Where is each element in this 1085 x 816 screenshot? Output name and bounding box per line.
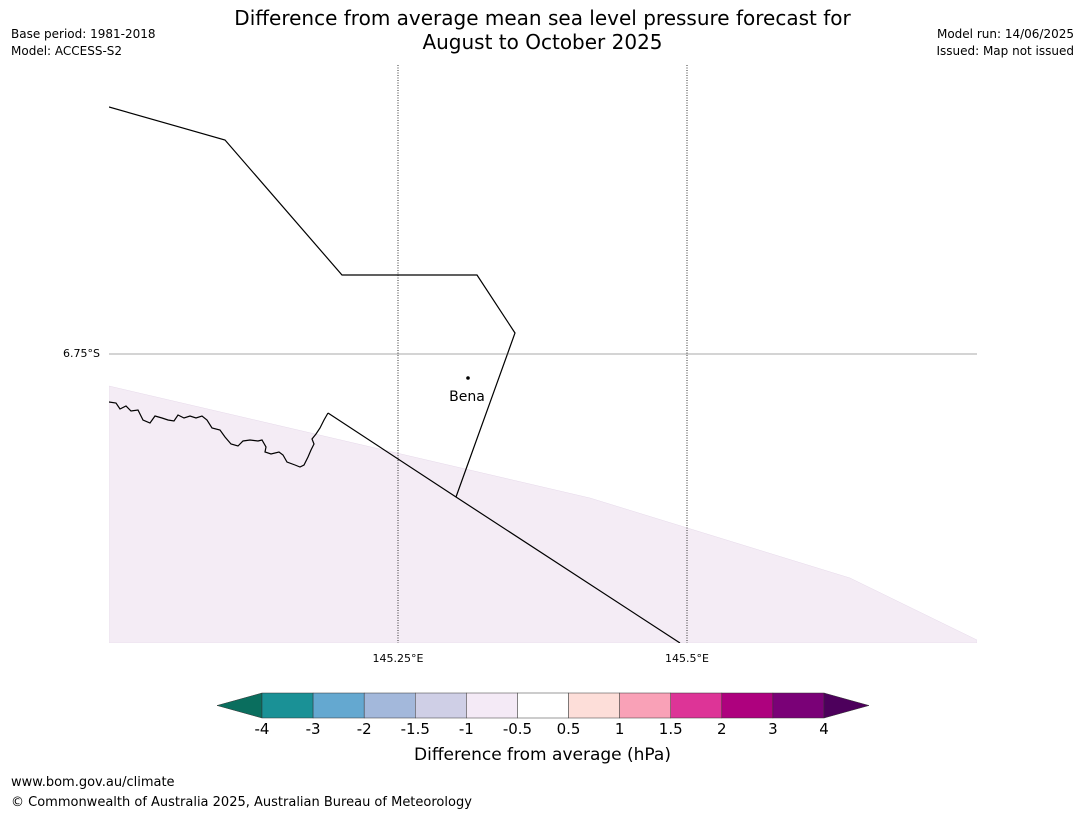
footer-copyright: © Commonwealth of Australia 2025, Austra… <box>11 795 472 810</box>
map-title-line1: Difference from average mean sea level p… <box>234 6 851 30</box>
town-label-bena: Bena <box>449 389 485 405</box>
colorbar-bin <box>670 692 723 719</box>
colorbar-tick-label: -1 <box>458 720 474 738</box>
colorbar-tick-label: 1 <box>614 720 625 738</box>
town-marker-bena <box>466 376 470 380</box>
colorbar-extend-max <box>823 692 870 719</box>
colorbar-bin <box>466 692 518 719</box>
colorbar-tick-label: -1.5 <box>400 720 430 738</box>
colorbar-tick-label: 1.5 <box>658 720 683 738</box>
colorbar <box>216 692 870 719</box>
meta-right: Model run: 14/06/2025 Issued: Map not is… <box>936 26 1074 60</box>
colorbar-bin <box>772 692 825 719</box>
colorbar-bin <box>363 692 416 719</box>
footer-url[interactable]: www.bom.gov.au/climate <box>11 775 175 790</box>
model-text: Model: ACCESS-S2 <box>11 44 123 58</box>
colorbar-tick-label: 0.5 <box>556 720 581 738</box>
pressure-anomaly-shading <box>109 385 977 643</box>
meta-left: Base period: 1981-2018 Model: ACCESS-S2 <box>11 26 156 60</box>
map-title: Difference from average mean sea level p… <box>0 6 1085 54</box>
colorbar-bin <box>619 692 671 719</box>
colorbar-title: Difference from average (hPa) <box>414 745 671 765</box>
colorbar-bin <box>415 692 467 719</box>
colorbar-bin <box>568 692 620 719</box>
colorbar-tick-label: 3 <box>768 720 778 738</box>
colorbar-bin <box>261 692 314 719</box>
longitude-label-145-5: 145.5°E <box>665 652 709 665</box>
colorbar-tick-label: -0.5 <box>502 720 533 738</box>
colorbar-bin <box>312 692 365 719</box>
colorbar-bin <box>721 692 774 719</box>
province-boundary-lower <box>327 412 681 643</box>
colorbar-tick-label: -4 <box>254 720 270 738</box>
colorbar-tick-label: 2 <box>717 720 727 738</box>
colorbar-tick-label: -3 <box>305 720 321 738</box>
base-period-text: Base period: 1981-2018 <box>11 27 156 41</box>
colorbar-extend-min <box>216 692 263 719</box>
model-run-text: Model run: 14/06/2025 <box>936 27 1074 41</box>
province-boundary-upper <box>109 106 516 498</box>
colorbar-tick-label: 4 <box>819 720 829 738</box>
longitude-label-145-25: 145.25°E <box>372 652 424 665</box>
coastline <box>109 401 329 468</box>
colorbar-tick-label: -2 <box>356 720 372 738</box>
colorbar-bin <box>517 692 569 719</box>
latitude-label: 6.75°S <box>63 347 100 360</box>
map-title-line2: August to October 2025 <box>422 30 663 54</box>
issued-text: Issued: Map not issued <box>936 44 1074 58</box>
